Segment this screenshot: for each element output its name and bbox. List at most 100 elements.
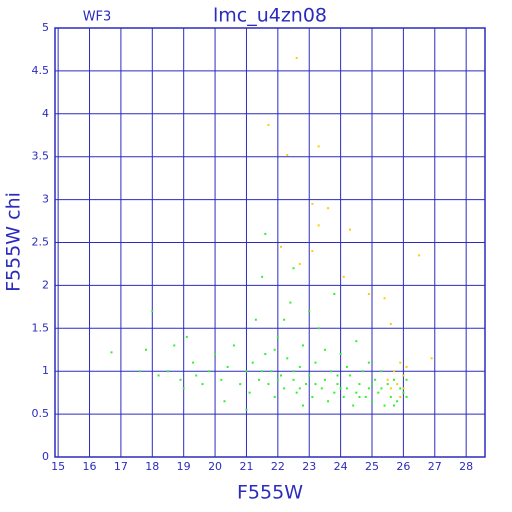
point	[383, 297, 386, 300]
point	[295, 57, 298, 60]
point	[207, 370, 210, 373]
point	[251, 361, 254, 364]
point	[418, 254, 421, 257]
y-tick-label: 2	[42, 278, 49, 291]
x-tick-label: 28	[459, 460, 473, 473]
point	[367, 387, 370, 390]
point	[261, 275, 264, 278]
x-tick-label: 18	[145, 460, 159, 473]
point	[305, 383, 308, 386]
point	[298, 262, 301, 265]
point	[349, 374, 352, 377]
x-tick-label: 20	[208, 460, 222, 473]
point	[323, 348, 326, 351]
point	[276, 378, 279, 381]
point	[380, 387, 383, 390]
point	[308, 310, 311, 313]
x-tick-label: 25	[365, 460, 379, 473]
point	[220, 378, 223, 381]
point	[248, 391, 251, 394]
point	[367, 361, 370, 364]
point	[345, 387, 348, 390]
point	[386, 378, 389, 381]
point	[295, 391, 298, 394]
point	[270, 370, 273, 373]
point	[283, 318, 286, 321]
point	[182, 387, 185, 390]
point	[173, 344, 176, 347]
y-tick-label: 5	[42, 21, 49, 34]
x-tick-label: 26	[396, 460, 410, 473]
point	[399, 361, 402, 364]
plot-frame	[54, 27, 486, 458]
point	[345, 365, 348, 368]
point	[327, 400, 330, 403]
point	[383, 404, 386, 407]
y-tick-label: 1	[42, 364, 49, 377]
point	[110, 351, 113, 354]
point	[195, 374, 198, 377]
point	[323, 378, 326, 381]
point	[261, 370, 264, 373]
point	[389, 387, 392, 390]
x-tick-label: 17	[114, 460, 128, 473]
point	[283, 387, 286, 390]
point	[292, 267, 295, 270]
point	[273, 395, 276, 398]
point	[298, 365, 301, 368]
point	[314, 383, 317, 386]
point	[389, 395, 392, 398]
x-tick-label: 27	[428, 460, 442, 473]
point	[314, 361, 317, 364]
point	[151, 310, 154, 313]
point	[279, 245, 282, 248]
x-tick-label: 22	[271, 460, 285, 473]
point	[371, 400, 374, 403]
point	[364, 395, 367, 398]
point	[298, 387, 301, 390]
point	[336, 374, 339, 377]
y-tick-label: 3.5	[32, 150, 50, 163]
y-tick-label: 0	[42, 450, 49, 463]
point	[311, 395, 314, 398]
point	[399, 387, 402, 390]
point	[267, 383, 270, 386]
point	[317, 224, 320, 227]
point	[138, 370, 141, 373]
point	[286, 357, 289, 360]
point	[258, 378, 261, 381]
point	[327, 207, 330, 210]
point	[367, 292, 370, 295]
point	[301, 344, 304, 347]
point	[317, 145, 320, 148]
point	[276, 335, 279, 338]
point	[392, 378, 395, 381]
point	[308, 374, 311, 377]
x-tick-label: 23	[302, 460, 316, 473]
point	[264, 353, 267, 356]
x-tick-label: 16	[83, 460, 97, 473]
y-tick-label: 2.5	[32, 236, 50, 249]
point	[349, 228, 352, 231]
point	[380, 370, 383, 373]
point	[402, 374, 405, 377]
point	[402, 391, 405, 394]
y-tick-label: 0.5	[32, 407, 50, 420]
point	[402, 387, 405, 390]
point	[389, 323, 392, 326]
point	[226, 365, 229, 368]
y-tick-label: 4.5	[32, 64, 50, 77]
point	[166, 370, 169, 373]
point	[355, 340, 358, 343]
point	[405, 395, 408, 398]
x-tick-label: 24	[334, 460, 348, 473]
point	[371, 383, 374, 386]
point	[333, 292, 336, 295]
point	[185, 335, 188, 338]
point	[311, 202, 314, 205]
point	[339, 387, 342, 390]
point	[292, 370, 295, 373]
point	[301, 404, 304, 407]
point	[317, 327, 320, 330]
